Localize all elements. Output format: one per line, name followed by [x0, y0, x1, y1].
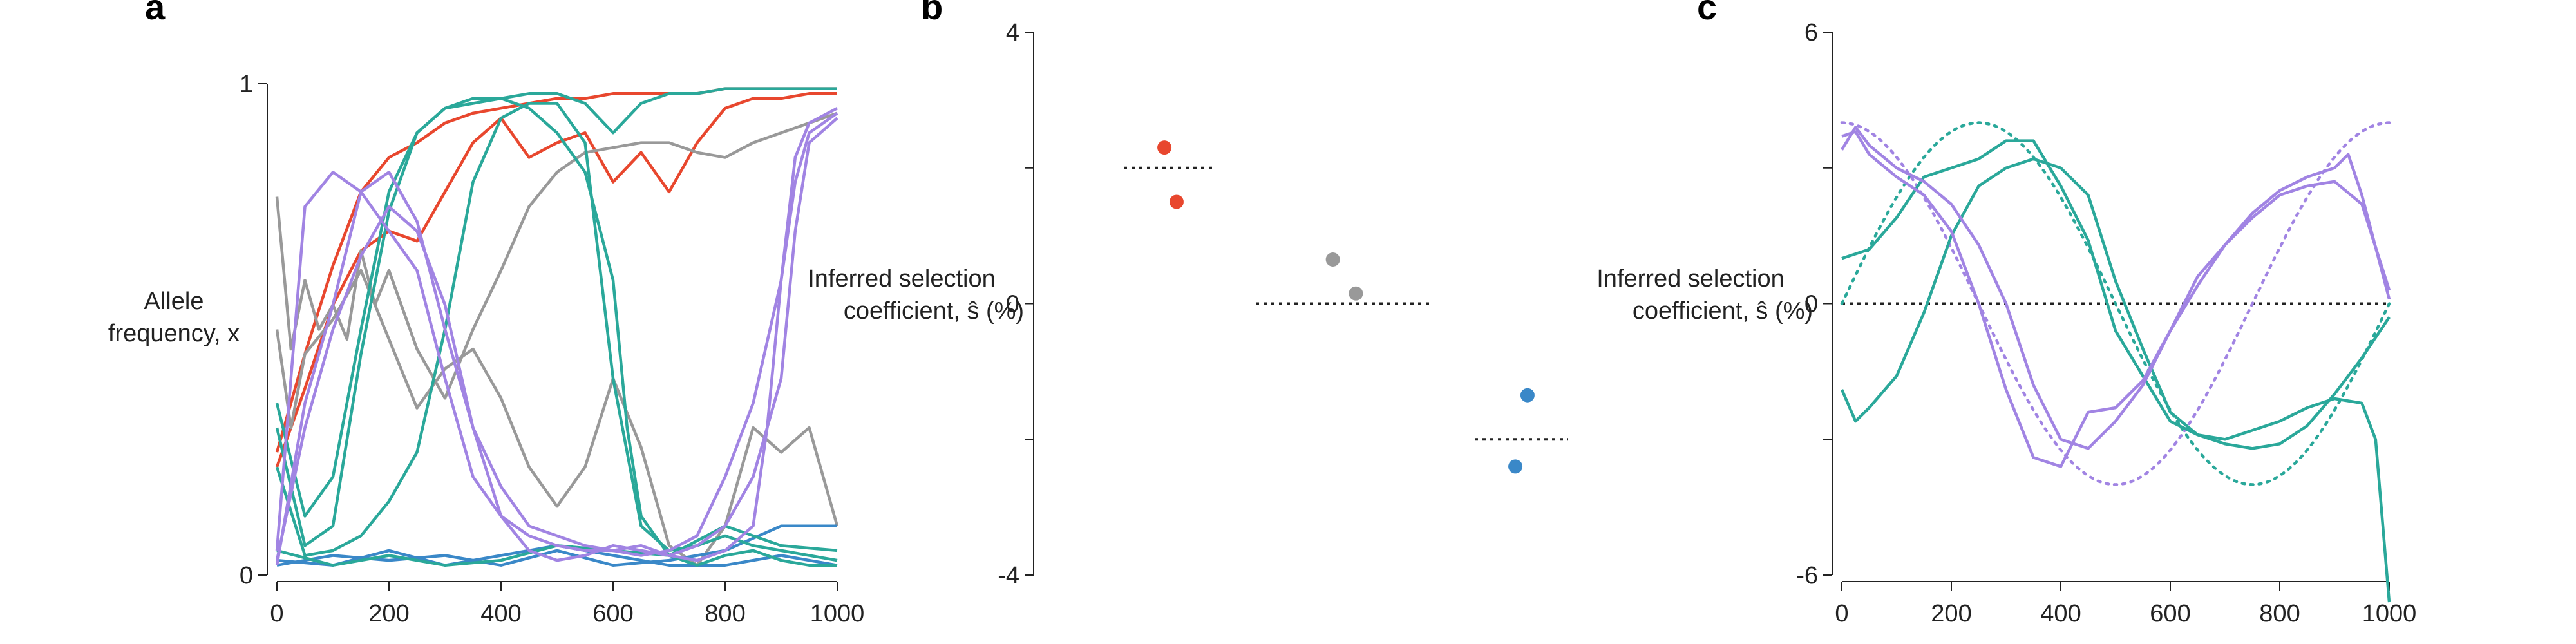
panel-a-y-tick-label: 0 — [240, 562, 253, 589]
panel-b-point-blue — [1520, 388, 1535, 402]
panel-a-x-tick-label: 600 — [592, 600, 633, 627]
panel-a-trajectory-teal — [275, 97, 837, 567]
panel-b: b Inferred selection coefficient, ŝ (%) … — [808, 0, 1568, 589]
panel-c-inferred-purple — [1841, 126, 2391, 450]
panel-c-y-tick-label: 0 — [1804, 291, 1818, 318]
panel-c-true-curve-purple — [1840, 121, 2391, 486]
panel-c-x-tick-label: 0 — [1835, 600, 1848, 627]
panel-a-trajectory-purple — [275, 111, 838, 566]
panel-a-x-tick-label: 0 — [270, 600, 283, 627]
panel-c-y-tick-label: -6 — [1796, 562, 1818, 589]
panel-a-x-tick-label: 200 — [368, 600, 409, 627]
panel-b-letter: b — [921, 0, 943, 27]
panel-b-y-tick-label: -4 — [998, 562, 1019, 589]
panel-a-trajectory-purple — [275, 107, 838, 562]
panel-c-inferred-purple — [1841, 130, 2391, 468]
panel-a-y-tick-label: 1 — [240, 71, 253, 98]
panel-b-ylabel-line1: Inferred selection — [808, 265, 996, 292]
panel-b-point-gray — [1349, 286, 1363, 301]
panel-c-true-curve-teal — [1840, 121, 2391, 486]
panel-a-letter: a — [145, 0, 166, 27]
panel-a-x-tick-label: 1000 — [810, 600, 865, 627]
panel-a-trajectory-teal — [275, 87, 837, 518]
panel-a-trajectory-teal — [275, 102, 838, 562]
panel-c-x-tick-label: 800 — [2259, 600, 2300, 627]
panel-b-y-tick-label: 0 — [1006, 291, 1019, 318]
panel-a-trajectory-purple — [275, 117, 838, 562]
panel-c-x-tick-label: 400 — [2040, 600, 2081, 627]
panel-a-ylabel-line2: frequency, x — [108, 320, 240, 347]
panel-a-x-tick-label: 800 — [705, 600, 745, 627]
panel-a-ylabel-line1: Allele — [144, 288, 204, 315]
panel-b-point-gray — [1325, 252, 1340, 267]
panel-c: c Inferred selection coefficient, ŝ (%) … — [1596, 0, 2416, 627]
panel-c-ylabel-line2: coefficient, ŝ (%) — [1633, 298, 1813, 325]
panel-b-ylabel-line2: coefficient, ŝ (%) — [844, 298, 1024, 325]
panel-a-x-tick-label: 400 — [480, 600, 521, 627]
panel-c-x-tick-label: 200 — [1931, 600, 1971, 627]
panel-a: a Allele frequency, x 0 1 0 200 400 600 800 100… — [108, 0, 864, 627]
panel-a-trajectory-red — [275, 92, 837, 468]
panel-c-inferred-teal — [1840, 157, 2391, 603]
panel-b-y-tick-label: 4 — [1006, 19, 1019, 46]
panel-c-x-tick-label: 600 — [2150, 600, 2190, 627]
panel-b-point-blue — [1508, 459, 1523, 474]
panel-c-letter: c — [1697, 0, 1717, 27]
panel-c-ylabel-line1: Inferred selection — [1596, 265, 1785, 292]
panel-c-x-tick-label: 1000 — [2362, 600, 2417, 627]
panel-c-inferred-teal — [1841, 139, 2391, 450]
panel-b-point-red — [1169, 194, 1184, 209]
panel-b-point-red — [1157, 140, 1172, 155]
panel-c-y-tick-label: 6 — [1804, 19, 1818, 46]
panel-a-trajectory-blue — [276, 544, 838, 567]
